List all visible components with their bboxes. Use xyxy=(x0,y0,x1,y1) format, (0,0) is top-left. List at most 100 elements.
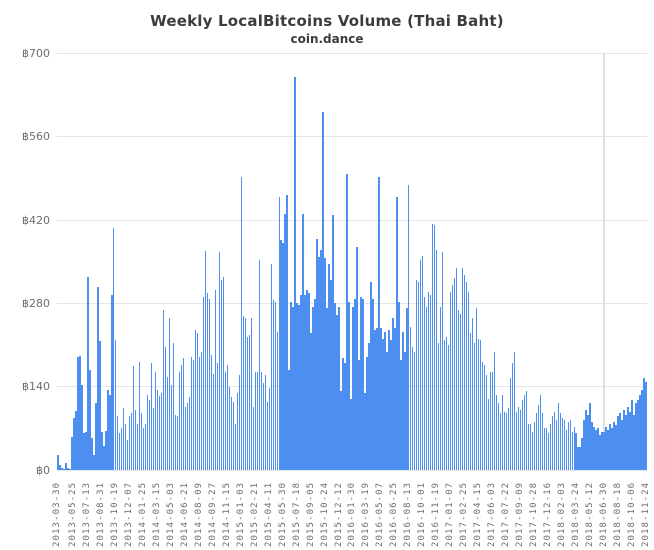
volume-bar[interactable] xyxy=(569,420,571,470)
volume-bar[interactable] xyxy=(188,396,191,470)
volume-bar[interactable] xyxy=(386,351,388,470)
volume-bar[interactable] xyxy=(587,415,589,470)
volume-bar[interactable] xyxy=(336,315,338,470)
volume-bar[interactable] xyxy=(234,423,237,470)
volume-bar[interactable] xyxy=(125,424,127,470)
volume-bar[interactable] xyxy=(465,281,468,470)
volume-bar[interactable] xyxy=(463,274,466,470)
volume-bar[interactable] xyxy=(469,333,472,470)
volume-bar[interactable] xyxy=(372,298,374,470)
volume-bar[interactable] xyxy=(477,338,480,470)
volume-bar[interactable] xyxy=(132,366,135,470)
volume-bar[interactable] xyxy=(517,406,520,470)
volume-bar[interactable] xyxy=(270,263,272,470)
volume-bar[interactable] xyxy=(71,437,73,470)
volume-bar[interactable] xyxy=(479,340,482,470)
volume-bar[interactable] xyxy=(129,416,131,470)
volume-bar[interactable] xyxy=(629,411,631,470)
volume-bar[interactable] xyxy=(264,374,266,470)
volume-bar[interactable] xyxy=(561,418,563,470)
volume-bar[interactable] xyxy=(597,428,599,470)
volume-bar[interactable] xyxy=(342,358,344,470)
volume-bar[interactable] xyxy=(89,370,91,470)
volume-bar[interactable] xyxy=(573,426,575,470)
volume-bar[interactable] xyxy=(162,309,165,470)
volume-bar[interactable] xyxy=(483,365,486,470)
volume-bar[interactable] xyxy=(240,176,243,470)
volume-bar[interactable] xyxy=(493,352,496,470)
volume-bar[interactable] xyxy=(204,251,207,470)
volume-bar[interactable] xyxy=(497,403,500,470)
volume-bar[interactable] xyxy=(396,196,398,470)
volume-bar[interactable] xyxy=(176,416,179,470)
volume-bar[interactable] xyxy=(274,301,276,470)
volume-bar[interactable] xyxy=(475,308,478,470)
volume-bar[interactable] xyxy=(418,281,420,470)
volume-bar[interactable] xyxy=(292,306,294,470)
volume-bar[interactable] xyxy=(91,438,93,470)
volume-bar[interactable] xyxy=(350,398,352,470)
volume-bar[interactable] xyxy=(641,390,643,470)
volume-bar[interactable] xyxy=(81,384,83,470)
volume-bar[interactable] xyxy=(615,424,617,470)
volume-bar[interactable] xyxy=(93,455,95,470)
volume-bar[interactable] xyxy=(404,351,406,470)
volume-bar[interactable] xyxy=(150,363,153,470)
volume-bar[interactable] xyxy=(69,468,71,470)
volume-bar[interactable] xyxy=(168,318,171,470)
volume-bar[interactable] xyxy=(551,416,553,470)
volume-bar[interactable] xyxy=(202,296,205,470)
volume-bar[interactable] xyxy=(380,328,382,470)
volume-bar[interactable] xyxy=(254,371,257,470)
volume-bar[interactable] xyxy=(366,356,368,470)
volume-bar[interactable] xyxy=(535,413,538,470)
volume-bar[interactable] xyxy=(354,298,356,470)
volume-bar[interactable] xyxy=(356,246,358,470)
volume-bar[interactable] xyxy=(503,411,506,470)
volume-bar[interactable] xyxy=(406,308,408,470)
volume-bar[interactable] xyxy=(248,334,251,470)
volume-bar[interactable] xyxy=(617,416,619,470)
volume-bar[interactable] xyxy=(138,361,141,470)
volume-bar[interactable] xyxy=(384,331,386,470)
volume-bar[interactable] xyxy=(541,413,544,470)
volume-bar[interactable] xyxy=(489,371,492,470)
volume-bar[interactable] xyxy=(178,371,181,470)
volume-bar[interactable] xyxy=(330,280,332,470)
volume-bar[interactable] xyxy=(603,431,605,470)
volume-bar[interactable] xyxy=(416,280,418,470)
volume-bar[interactable] xyxy=(360,296,362,470)
volume-bar[interactable] xyxy=(79,355,81,470)
volume-bar[interactable] xyxy=(398,301,400,470)
volume-bar[interactable] xyxy=(136,423,139,470)
volume-bar[interactable] xyxy=(144,423,147,470)
volume-bar[interactable] xyxy=(455,268,458,470)
volume-bar[interactable] xyxy=(529,423,532,470)
volume-bar[interactable] xyxy=(571,431,573,470)
volume-bar[interactable] xyxy=(57,455,59,470)
volume-bar[interactable] xyxy=(324,258,326,470)
volume-bar[interactable] xyxy=(605,426,607,470)
volume-bar[interactable] xyxy=(485,374,488,470)
volume-bar[interactable] xyxy=(589,403,591,470)
volume-bar[interactable] xyxy=(318,256,320,470)
volume-bar[interactable] xyxy=(457,309,460,470)
volume-bar[interactable] xyxy=(298,305,300,470)
volume-bar[interactable] xyxy=(344,363,346,470)
volume-bar[interactable] xyxy=(427,291,430,470)
volume-bar[interactable] xyxy=(212,373,215,470)
volume-bar[interactable] xyxy=(109,395,111,470)
volume-bar[interactable] xyxy=(308,293,310,470)
volume-bar[interactable] xyxy=(314,298,316,470)
volume-bar[interactable] xyxy=(346,173,348,470)
volume-bar[interactable] xyxy=(288,370,290,470)
volume-bar[interactable] xyxy=(625,415,627,470)
volume-bar[interactable] xyxy=(196,333,199,470)
volume-bar[interactable] xyxy=(549,423,552,470)
volume-bar[interactable] xyxy=(230,396,233,470)
volume-bar[interactable] xyxy=(111,295,113,470)
volume-bar[interactable] xyxy=(599,434,601,470)
volume-bar[interactable] xyxy=(214,290,217,470)
volume-bar[interactable] xyxy=(156,389,159,470)
volume-bar[interactable] xyxy=(461,268,464,470)
